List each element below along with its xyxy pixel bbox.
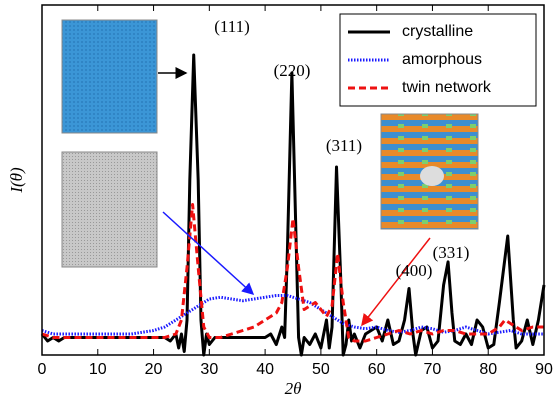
x-tick-label: 20 xyxy=(145,361,163,378)
series-line xyxy=(41,203,544,343)
legend-label: amorphous xyxy=(402,51,482,68)
x-tick-label: 10 xyxy=(89,361,107,378)
inset-twin-detail xyxy=(420,166,444,186)
x-tick-label: 50 xyxy=(312,361,330,378)
plot-frame xyxy=(41,4,545,356)
x-tick-label: 40 xyxy=(256,361,274,378)
annotation: (400) xyxy=(396,261,433,280)
y-axis-label: I(θ) xyxy=(7,167,26,194)
annotation: (220) xyxy=(274,61,311,80)
x-tick-label: 30 xyxy=(200,361,218,378)
arrow xyxy=(162,211,255,296)
x-tick-label: 70 xyxy=(424,361,442,378)
series-line xyxy=(41,294,544,336)
annotation: (111) xyxy=(214,17,250,36)
legend-label: crystalline xyxy=(402,23,473,40)
legend-label: twin network xyxy=(402,79,492,96)
x-tick-label: 0 xyxy=(38,361,47,378)
annotation: (311) xyxy=(326,136,362,155)
x-tick-label: 60 xyxy=(368,361,386,378)
series-line xyxy=(40,53,546,357)
x-tick-label: 80 xyxy=(479,361,497,378)
annotation: (331) xyxy=(433,243,470,262)
arrow xyxy=(361,237,431,327)
inset-amorphous xyxy=(61,151,158,268)
inset-crystalline xyxy=(61,19,158,134)
x-tick-label: 90 xyxy=(535,361,553,378)
x-axis-label: 2θ xyxy=(285,379,302,398)
